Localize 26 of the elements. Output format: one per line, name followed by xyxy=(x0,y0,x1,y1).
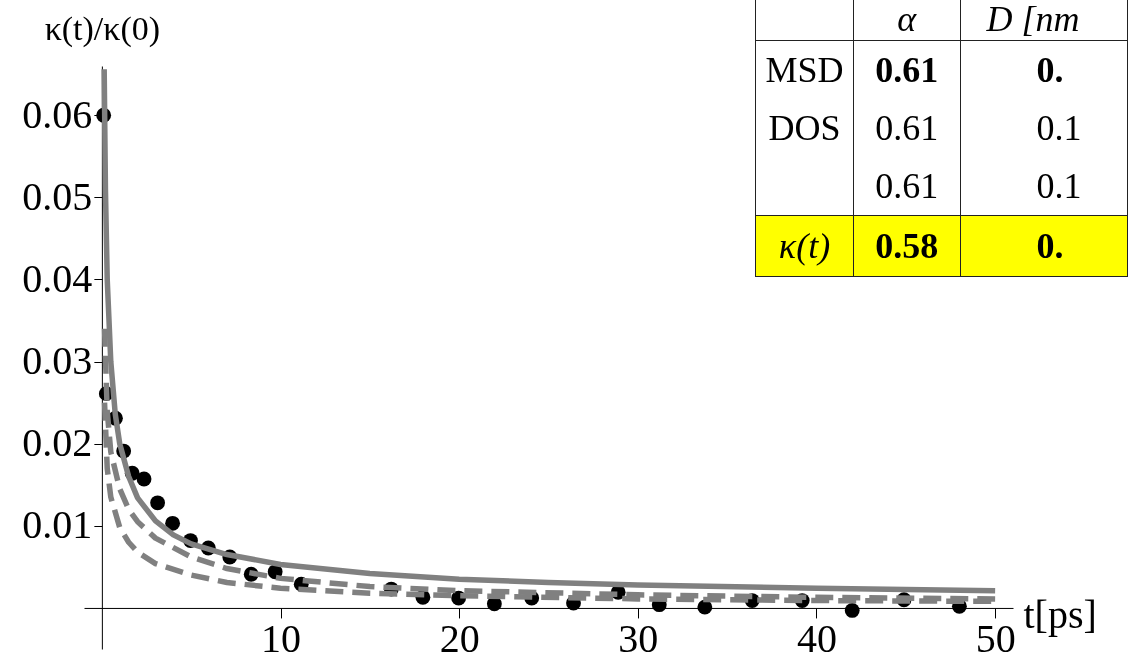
y-tick-label: 0.04 xyxy=(22,255,93,301)
x-tick-label: 50 xyxy=(975,616,1016,657)
x-tick-label: 10 xyxy=(261,616,302,657)
text: D [nm xyxy=(986,0,1080,39)
text: 0. xyxy=(1036,50,1064,90)
annotation: 0.58 xyxy=(875,226,939,266)
y-axis-title: κ(t)/κ(0) xyxy=(44,9,161,48)
text: 0.1 xyxy=(1036,108,1082,148)
annotation: 0.61 xyxy=(875,166,939,206)
text: α xyxy=(897,0,917,39)
annotation: κ(t) xyxy=(778,226,831,266)
y-tick-label: 0.06 xyxy=(22,91,93,137)
x-tick-label: 40 xyxy=(796,616,837,657)
text: 0. xyxy=(1036,226,1064,266)
annotation: DOS xyxy=(768,108,841,148)
annotation: MSD xyxy=(765,50,844,90)
x-axis-title: t[ps] xyxy=(1023,592,1097,638)
annotation: 0.61 xyxy=(875,108,939,148)
y-tick-label: 0.01 xyxy=(22,502,93,548)
x-tick-label: 20 xyxy=(439,616,480,657)
y-tick-label: 0.02 xyxy=(22,420,93,466)
x-tick-label: 30 xyxy=(618,616,659,657)
y-tick-label: 0.03 xyxy=(22,338,93,384)
y-tick-label: 0.05 xyxy=(22,173,93,219)
annotation: 0.61 xyxy=(875,50,939,90)
text: 0.1 xyxy=(1036,166,1082,206)
